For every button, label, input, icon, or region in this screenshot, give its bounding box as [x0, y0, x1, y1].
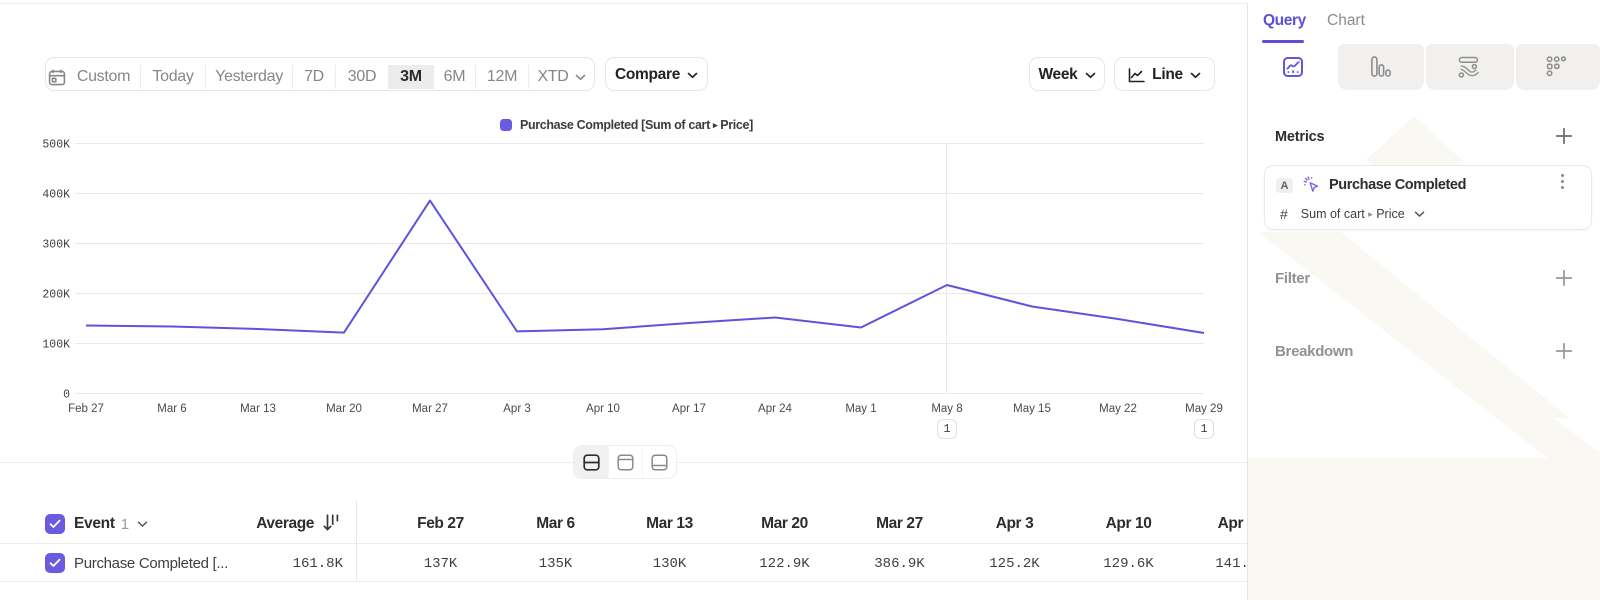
- svg-text:Apr 3: Apr 3: [503, 403, 531, 415]
- svg-text:400K: 400K: [42, 189, 70, 202]
- svg-text:Mar 13: Mar 13: [240, 403, 276, 415]
- svg-text:300K: 300K: [42, 239, 70, 252]
- svg-text:May 15: May 15: [1013, 403, 1051, 415]
- svg-text:May 29: May 29: [1185, 403, 1223, 415]
- svg-text:Apr 24: Apr 24: [758, 403, 792, 415]
- svg-text:May 1: May 1: [845, 403, 876, 415]
- svg-text:500K: 500K: [42, 139, 70, 152]
- svg-text:May 8: May 8: [931, 403, 962, 415]
- svg-text:Mar 6: Mar 6: [157, 403, 186, 415]
- svg-text:100K: 100K: [42, 339, 70, 352]
- svg-text:Mar 27: Mar 27: [412, 403, 448, 415]
- svg-text:Apr 17: Apr 17: [672, 403, 706, 415]
- svg-text:Feb 27: Feb 27: [68, 403, 104, 415]
- svg-text:200K: 200K: [42, 289, 70, 302]
- svg-text:Apr 10: Apr 10: [586, 403, 620, 415]
- svg-text:0: 0: [63, 389, 70, 402]
- svg-text:Mar 20: Mar 20: [326, 403, 362, 415]
- svg-text:May 22: May 22: [1099, 403, 1137, 415]
